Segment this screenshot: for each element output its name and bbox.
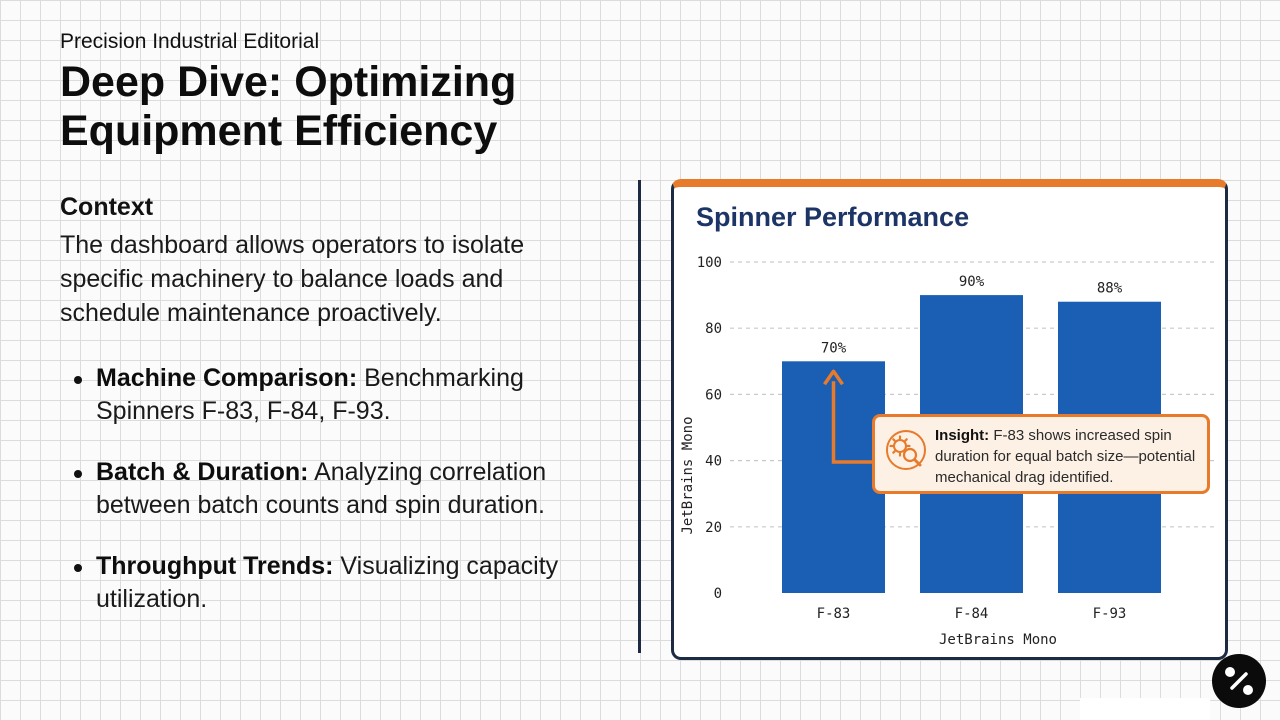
bullet-text: Benchmarking Spinners F-83, F-84, F-93. bbox=[96, 364, 524, 425]
gear-magnifier-icon bbox=[886, 430, 926, 470]
insight-label: Insight: bbox=[935, 427, 990, 444]
bullet-text: Visualizing capacity utilization. bbox=[96, 552, 559, 613]
y-tick-label: 100 bbox=[697, 255, 722, 271]
arrow-up-icon bbox=[823, 369, 844, 386]
vertical-divider bbox=[638, 180, 641, 653]
bullet-icon bbox=[74, 564, 82, 572]
context-body: The dashboard allows operators to isolat… bbox=[60, 231, 525, 327]
insight-text: F-83 shows increased spin duration for e… bbox=[935, 427, 1196, 486]
chart-title: Spinner Performance bbox=[696, 202, 970, 232]
logo-badge-icon bbox=[1212, 654, 1266, 708]
x-axis-label: JetBrains Mono bbox=[939, 632, 1057, 648]
bullet-text: Analyzing correlation between batch coun… bbox=[96, 458, 547, 519]
bullet-label: Throughput Trends: bbox=[96, 552, 334, 580]
insight-connector bbox=[831, 381, 872, 464]
bullet-label: Machine Comparison: bbox=[96, 364, 358, 392]
list-item: Throughput Trends: Visualizing capacity … bbox=[60, 550, 620, 616]
kicker-text: Precision Industrial Editorial bbox=[60, 30, 320, 53]
data-label: 70% bbox=[821, 340, 847, 356]
list-item: Batch & Duration: Analyzing correlation … bbox=[60, 456, 620, 522]
context-heading: Context bbox=[60, 193, 154, 221]
x-tick-label: F-83 bbox=[817, 606, 851, 622]
data-label: 90% bbox=[959, 274, 985, 290]
y-tick-label: 20 bbox=[705, 520, 722, 536]
feature-list: Machine Comparison: Benchmarking Spinner… bbox=[60, 362, 620, 644]
y-axis-label: JetBrains Mono bbox=[680, 416, 696, 534]
y-tick-label: 80 bbox=[705, 321, 722, 337]
chart-card: 0 20 40 60 80 100 JetBrains Mono 70% F-83 90% F-84… bbox=[671, 179, 1228, 660]
data-label: 88% bbox=[1097, 281, 1123, 297]
bullet-icon bbox=[74, 470, 82, 478]
x-tick-label: F-93 bbox=[1093, 606, 1127, 622]
y-tick-label: 60 bbox=[705, 387, 722, 403]
insight-callout: Insight: F-83 shows increased spin durat… bbox=[872, 414, 1210, 494]
bullet-icon bbox=[74, 376, 82, 384]
bottom-strip bbox=[1080, 698, 1210, 720]
page-title: Deep Dive: Optimizing Equipment Efficien… bbox=[60, 58, 517, 155]
x-tick-label: F-84 bbox=[955, 606, 989, 622]
y-tick-label: 40 bbox=[705, 454, 722, 470]
list-item: Machine Comparison: Benchmarking Spinner… bbox=[60, 362, 620, 428]
y-tick-label: 0 bbox=[714, 586, 722, 602]
bullet-label: Batch & Duration: bbox=[96, 458, 309, 486]
